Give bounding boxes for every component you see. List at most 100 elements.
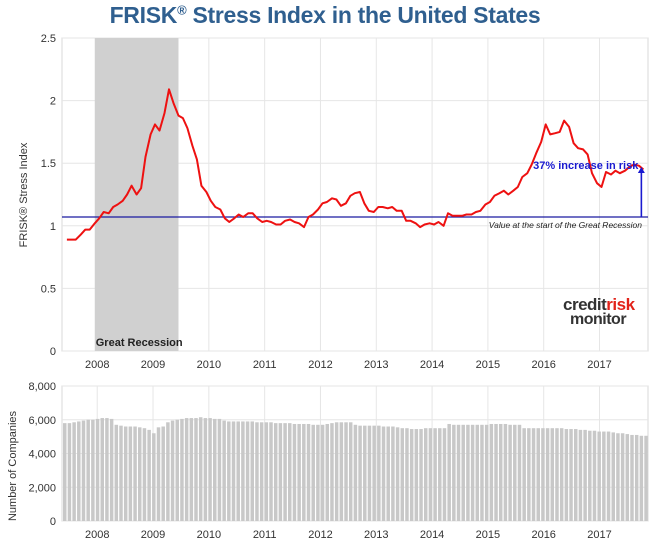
company-count-bar [494,423,498,521]
company-count-bar [438,428,442,521]
company-count-bar [508,424,512,521]
company-count-bar [559,428,564,521]
company-count-bar [189,418,194,521]
company-count-bar [423,428,428,521]
top-y-tick-label: 0 [50,346,56,358]
company-count-bar [133,426,137,521]
svg-text:monitor: monitor [570,311,626,328]
company-count-bar [288,423,292,522]
company-count-bar [606,431,611,521]
top-x-tick-label: 2012 [308,359,332,371]
company-count-bar [250,421,255,521]
company-count-bar [203,418,208,521]
stress-index-line [66,88,645,241]
top-x-tick-label: 2010 [197,359,221,371]
top-x-tick-label: 2017 [587,359,611,371]
top-x-tick-label: 2014 [420,359,444,371]
company-count-bar [541,428,545,521]
great-recession-label: Great Recession [96,337,183,349]
bottom-x-tick-label: 2014 [420,529,444,541]
company-count-bar [634,434,639,521]
company-count-bar [184,418,189,521]
company-count-bar [358,425,362,521]
company-count-bar [480,424,484,521]
company-count-bar [152,433,156,521]
company-count-bar [259,422,264,521]
company-count-bar [316,424,320,521]
company-count-bar [377,425,381,521]
company-count-bar [330,423,334,522]
company-count-bar [297,423,301,521]
company-count-bar [531,428,536,521]
company-count-bar [198,417,203,521]
company-count-bar [128,426,133,521]
bottom-x-tick-label: 2015 [476,529,500,541]
company-count-bar [269,422,273,521]
company-count-bar [400,428,405,521]
bottom-x-tick-label: 2012 [308,529,332,541]
top-x-tick-label: 2008 [85,359,109,371]
company-count-bar [573,429,578,521]
company-count-bar [81,420,86,521]
company-count-bar [114,424,119,521]
company-count-bar [147,429,151,522]
company-count-bar [414,429,419,521]
company-count-bar [245,421,250,521]
company-count-bar [644,435,648,521]
top-y-tick-label: 2 [50,96,56,108]
company-count-bar [91,419,95,521]
company-count-bar [67,423,72,522]
company-count-bar [348,422,353,521]
bottom-y-tick-label: 8,000 [28,381,56,393]
company-count-bar [470,424,475,521]
company-count-bar [498,423,503,521]
bottom-x-tick-label: 2017 [587,529,611,541]
company-count-bar [578,429,583,522]
company-count-bar [161,426,165,521]
company-count-bar [320,424,325,521]
bottom-x-tick-label: 2009 [141,529,165,541]
company-count-bar [564,429,569,521]
company-count-bar [255,422,259,521]
company-count-bar [264,422,269,521]
company-count-bar [119,425,123,521]
company-count-bar [550,428,555,521]
company-count-bar [625,434,630,521]
company-count-bar [353,424,358,521]
bottom-y-tick-label: 6,000 [28,415,56,427]
company-count-bar [222,420,226,521]
bottom-y-tick-labels: 0 2,000 4,000 6,000 8,000 [28,381,56,528]
company-count-bar [180,418,184,521]
company-count-bar [452,424,456,521]
company-count-bar [306,423,311,521]
company-count-bar [278,423,283,522]
company-count-bar [592,430,597,521]
top-y-tick-label: 1.5 [41,158,56,170]
company-count-bar [372,425,376,521]
top-y-axis-label: FRISK® Stress Index [18,142,30,247]
creditriskmonitor-logo: creditrisk monitor [563,295,636,328]
company-count-bar [86,419,90,521]
company-count-bar [217,418,222,521]
bottom-y-tick-label: 0 [50,516,56,528]
company-count-bar [513,424,517,521]
bottom-x-tick-label: 2013 [364,529,388,541]
company-count-bar [77,421,81,521]
company-count-bar [213,418,217,521]
company-count-bar [545,428,550,521]
increase-annotation: 37% increase in risk [533,160,639,172]
top-x-tick-label: 2009 [141,359,165,371]
company-count-bar [466,424,470,521]
top-y-tick-label: 0.5 [41,283,56,295]
company-count-bar [166,422,170,521]
company-count-bar [231,421,236,521]
top-x-tick-label: 2013 [364,359,388,371]
company-count-bar [639,435,644,521]
company-count-bar [461,424,465,521]
company-count-bar [95,418,100,521]
company-count-bar [620,433,625,521]
company-count-bar [208,418,212,521]
